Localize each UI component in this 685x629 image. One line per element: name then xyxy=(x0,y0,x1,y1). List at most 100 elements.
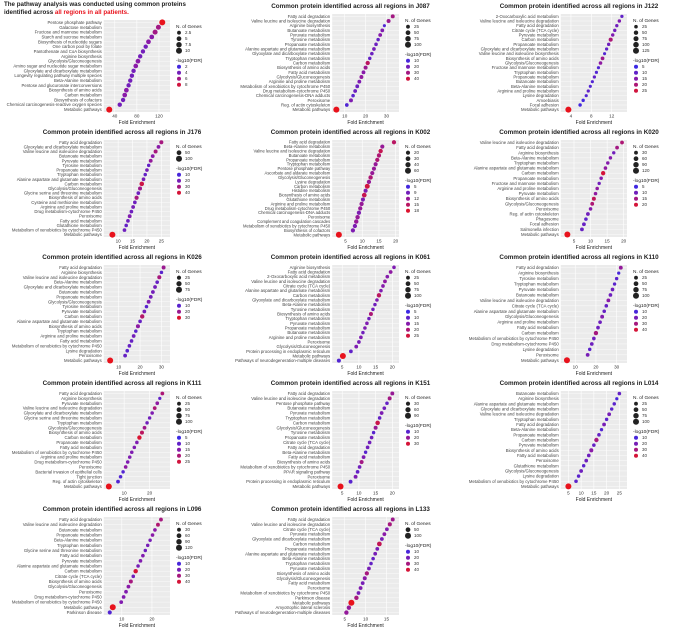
legend-color-swatch xyxy=(406,208,410,213)
y-category-label: Pyruvate metabolism xyxy=(519,287,560,292)
chart-svg: Common protein identified across all reg… xyxy=(12,380,203,503)
x-tick-label: 30 xyxy=(614,365,620,370)
chart-panel: Common protein identified across all reg… xyxy=(457,251,685,377)
data-point xyxy=(134,329,138,333)
legend-size-swatch xyxy=(405,401,411,406)
y-category-label: Arginine and proline metabolism xyxy=(497,186,559,191)
legend-size-label: 25 xyxy=(414,275,420,280)
y-category-label: Glycolysis/Gluconeogenesis xyxy=(48,299,102,304)
data-point xyxy=(377,416,382,420)
legend-color-swatch xyxy=(634,321,638,326)
legend-color-swatch xyxy=(406,76,410,81)
data-point xyxy=(365,60,370,66)
y-category-label: Metabolism of xenobiotics by cytochrome … xyxy=(469,479,559,484)
legend-size-label: 30 xyxy=(414,401,420,406)
legend-color-label: 15 xyxy=(642,196,648,201)
data-point xyxy=(576,474,581,478)
y-category-label: Peroxisome xyxy=(79,589,102,594)
data-point xyxy=(565,483,572,490)
y-category-label: Valine leucine and isoleucine degradatio… xyxy=(23,275,103,280)
y-category-label: Fatty acid metabolism xyxy=(288,70,330,75)
legend-color-swatch xyxy=(406,190,410,195)
data-point xyxy=(145,543,150,548)
data-point xyxy=(602,422,606,427)
legend-color-swatch xyxy=(406,202,410,207)
y-category-label: Fatty acid degradation xyxy=(288,517,331,522)
data-point xyxy=(107,357,114,364)
legend-color-swatch xyxy=(177,184,181,189)
y-category-label: Metabolic pathways xyxy=(64,605,102,610)
legend-color-title: -log10(FDR) xyxy=(176,555,203,561)
y-category-label: Biosynthesis of nucleotide sugars xyxy=(38,39,102,44)
data-point xyxy=(135,324,140,329)
data-point xyxy=(134,195,139,200)
data-point xyxy=(105,483,112,490)
y-category-label: 2-Oxocarboxylic acid metabolism xyxy=(496,14,559,19)
legend-size-swatch xyxy=(176,533,182,539)
y-category-label: Glycolysis/Gluconeogenesis xyxy=(48,584,102,589)
header-line-2-prefix: identified across xyxy=(4,8,55,16)
y-category-label: Drug metabolism-cytochrome P450 xyxy=(265,206,331,211)
x-axis-label: Fold Enrichment xyxy=(119,497,156,503)
data-point xyxy=(350,228,356,233)
legend-size-swatch xyxy=(634,275,638,280)
legend-size-label: 50 xyxy=(185,407,191,412)
y-category-label: Arginine and proline metabolism xyxy=(497,320,559,325)
chart-svg: Common protein identified across all reg… xyxy=(479,3,660,126)
y-category-label: Arginine and proline metabolism xyxy=(40,334,102,339)
y-category-label: Pyruvate metabolism xyxy=(519,191,560,196)
data-point xyxy=(607,412,612,417)
data-point xyxy=(564,231,571,238)
legend-color-label: 30 xyxy=(185,573,191,578)
legend-size-label: 25 xyxy=(642,24,648,29)
data-point xyxy=(378,148,383,154)
legend-size-swatch xyxy=(177,527,181,532)
data-point xyxy=(129,339,134,343)
data-point xyxy=(600,314,605,319)
y-category-label: Arginine and proline metabolism xyxy=(40,204,102,209)
data-point xyxy=(129,73,135,78)
y-category-label: Butanoate metabolism xyxy=(287,330,330,335)
x-tick-label: 5 xyxy=(341,365,344,370)
legend-size-swatch xyxy=(633,292,639,299)
y-category-label: Parkinson disease xyxy=(67,610,103,615)
chart-panel: Common protein identified across all reg… xyxy=(0,126,228,251)
legend-size-title: N. of Genes xyxy=(405,269,431,275)
y-category-label: Propanoate metabolism xyxy=(56,294,102,299)
legend-color-label: 6 xyxy=(185,76,188,81)
y-category-label: Fructose and mannose metabolism xyxy=(492,181,560,186)
data-point xyxy=(363,450,368,454)
y-category-label: Drug metabolism-cytochrome P450 xyxy=(34,460,102,465)
data-point xyxy=(613,28,617,33)
y-category-label: Biosynthesis of amino acids xyxy=(277,571,330,576)
x-tick-label: 10 xyxy=(116,239,122,244)
data-point xyxy=(617,271,621,275)
legend-color-swatch xyxy=(406,429,410,434)
data-point xyxy=(364,571,369,576)
legend-size-swatch xyxy=(405,281,411,287)
x-tick-label: 5 xyxy=(344,239,347,244)
y-category-label: Glyoxylate and dicarboxylate metabolism xyxy=(24,411,103,416)
y-category-label: Starch and sucrose metabolism xyxy=(42,34,103,39)
data-point xyxy=(335,231,342,238)
y-category-label: Fatty acid metabolism xyxy=(60,445,102,450)
x-tick-label: 20 xyxy=(390,491,396,496)
y-category-label: Arginine biosynthesis xyxy=(290,265,331,270)
data-point xyxy=(608,293,613,297)
legend-color-swatch xyxy=(406,64,410,69)
plot-background xyxy=(332,140,399,237)
legend-color-label: 10 xyxy=(185,561,191,566)
y-category-label: Glycine serine and threonine metabolism xyxy=(24,415,102,420)
chart-svg: Common protein identified across all reg… xyxy=(12,129,203,251)
data-point xyxy=(129,209,134,214)
data-point xyxy=(391,140,397,145)
data-point xyxy=(592,336,596,341)
legend-color-label: 40 xyxy=(642,453,648,458)
y-category-label: Alanine aspartate and glutamate metaboli… xyxy=(245,551,330,556)
data-point xyxy=(381,284,385,288)
legend-color-label: 20 xyxy=(185,453,191,458)
y-category-label: Fatty acid degradation xyxy=(516,422,559,427)
legend-size-swatch xyxy=(633,156,639,162)
legend-size-swatch xyxy=(633,418,639,425)
data-point xyxy=(359,75,364,79)
